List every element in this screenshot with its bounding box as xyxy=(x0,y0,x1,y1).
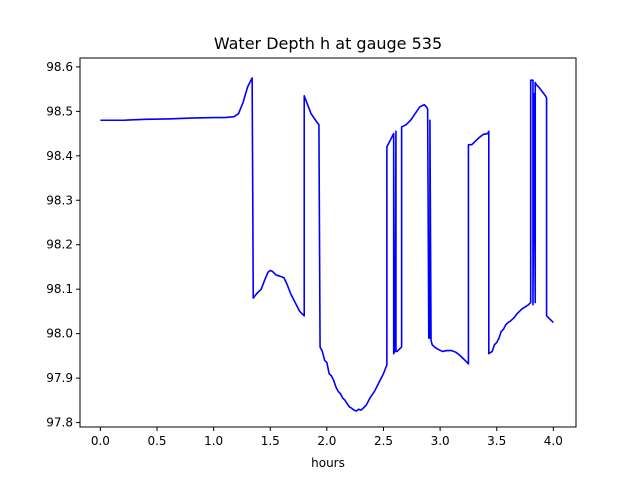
x-tick-label: 3.5 xyxy=(487,434,506,448)
x-tick-label: 0.0 xyxy=(91,434,110,448)
x-tick-label: 1.5 xyxy=(261,434,280,448)
x-tick-label: 2.5 xyxy=(374,434,393,448)
y-tick-label: 98.6 xyxy=(46,60,73,74)
y-tick-label: 98.5 xyxy=(46,104,73,118)
chart-title: Water Depth h at gauge 535 xyxy=(214,34,442,53)
x-tick-label: 4.0 xyxy=(544,434,563,448)
y-tick-label: 97.9 xyxy=(46,371,73,385)
y-axis: 97.8 97.9 98.0 98.1 98.2 98.3 98.4 98.5 98.6 xyxy=(46,60,80,430)
y-tick-label: 98.2 xyxy=(46,238,73,252)
plot-area xyxy=(100,77,554,412)
y-tick-label: 98.0 xyxy=(46,327,73,341)
y-tick-label: 98.3 xyxy=(46,193,73,207)
x-axis-label: hours xyxy=(311,456,345,470)
x-tick-label: 1.0 xyxy=(204,434,223,448)
x-axis: 0.0 0.5 1.0 1.5 2.0 2.5 3.0 3.5 4.0 xyxy=(91,427,563,448)
series-line-0 xyxy=(100,77,554,412)
y-tick-label: 98.4 xyxy=(46,149,73,163)
x-tick-label: 0.5 xyxy=(147,434,166,448)
x-tick-label: 3.0 xyxy=(431,434,450,448)
y-tick-label: 97.8 xyxy=(46,416,73,430)
x-tick-label: 2.0 xyxy=(317,434,336,448)
axes-frame xyxy=(79,57,577,428)
y-tick-label: 98.1 xyxy=(46,282,73,296)
